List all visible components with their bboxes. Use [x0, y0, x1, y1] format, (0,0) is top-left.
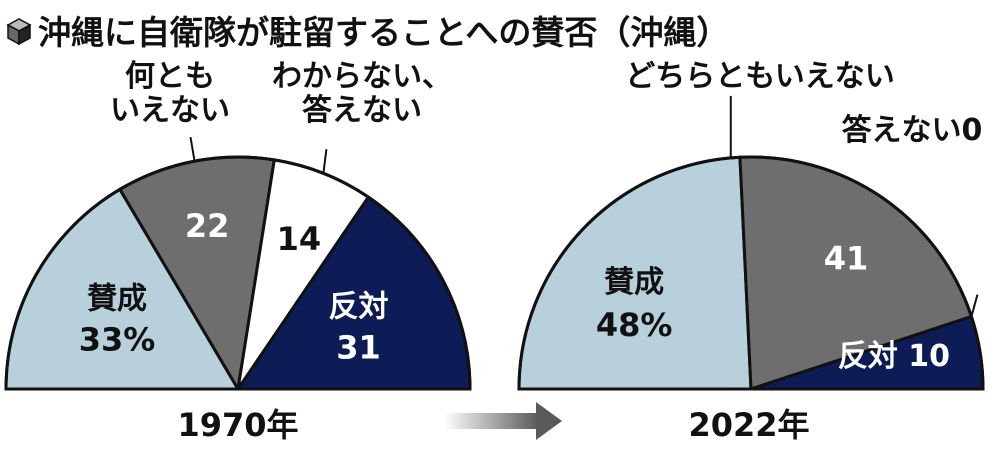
- slice-label-unknown-line-2: 答えない: [302, 93, 422, 128]
- data-label-neutral: 22: [185, 207, 230, 245]
- data-label-oppose: 31: [336, 329, 381, 367]
- slice-label-neutral: どちらともいえない: [625, 59, 894, 94]
- year-label-2022: 2022年: [688, 406, 809, 444]
- data-label-neutral: 41: [824, 239, 869, 277]
- year-label-1970: 1970年: [177, 406, 298, 444]
- slice-label-oppose: 反対: [328, 290, 388, 325]
- slice-label-favor: 賛成: [87, 282, 147, 317]
- data-label-favor: 48%: [596, 306, 673, 344]
- leader-line-neutral: [189, 136, 196, 162]
- data-label-unknown: 14: [277, 220, 322, 258]
- slice-label-neutral-line-2: いえない: [110, 93, 230, 128]
- data-label-favor: 33%: [79, 321, 156, 359]
- slice-label-unknown: 答えない0: [842, 113, 983, 148]
- leader-line-unknown: [970, 294, 979, 317]
- title-icon: [6, 18, 32, 46]
- slice-label-neutral-line-1: 何とも: [125, 59, 215, 94]
- arrow-icon: [444, 402, 562, 440]
- chart-title: 沖縄に自衛隊が駐留することへの賛否（沖縄）: [38, 13, 729, 52]
- slice-label-unknown-line-1: わからない、: [272, 59, 452, 94]
- leader-line-unknown: [322, 149, 328, 174]
- pie-outline: [517, 155, 985, 391]
- pie-outline: [4, 155, 472, 391]
- slice-label-favor: 賛成: [604, 265, 664, 300]
- data-label-oppose: 反対 10: [838, 339, 950, 374]
